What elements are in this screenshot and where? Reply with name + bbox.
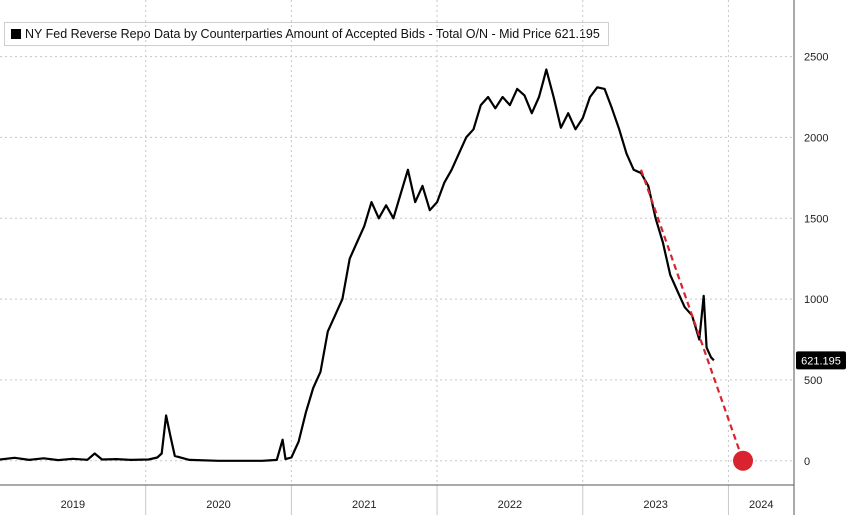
rrp-series-line — [0, 68, 715, 462]
legend-label: NY Fed Reverse Repo Data by Counterparti… — [25, 27, 600, 41]
y-tick-label: 0 — [804, 456, 810, 468]
y-tick-label: 500 — [804, 375, 822, 387]
trend-projection-line — [639, 169, 745, 462]
x-tick-label: 2024 — [749, 499, 773, 511]
y-tick-label: 1500 — [804, 213, 828, 225]
x-tick-label: 2021 — [352, 499, 376, 511]
y-tick-label: 2500 — [804, 52, 828, 64]
x-tick-label: 2019 — [61, 499, 85, 511]
x-tick-label: 2023 — [643, 499, 667, 511]
y-tick-label: 1000 — [804, 294, 828, 306]
last-value-badge — [796, 351, 846, 370]
trend-endpoint-marker — [733, 450, 754, 471]
x-tick-label: 2022 — [498, 499, 522, 511]
chart-legend: NY Fed Reverse Repo Data by Counterparti… — [4, 22, 609, 46]
x-tick-label: 2020 — [206, 499, 230, 511]
y-tick-label: 2000 — [804, 132, 828, 144]
last-value-label: 621.195 — [801, 355, 841, 367]
square-series-swatch-icon — [11, 29, 21, 39]
